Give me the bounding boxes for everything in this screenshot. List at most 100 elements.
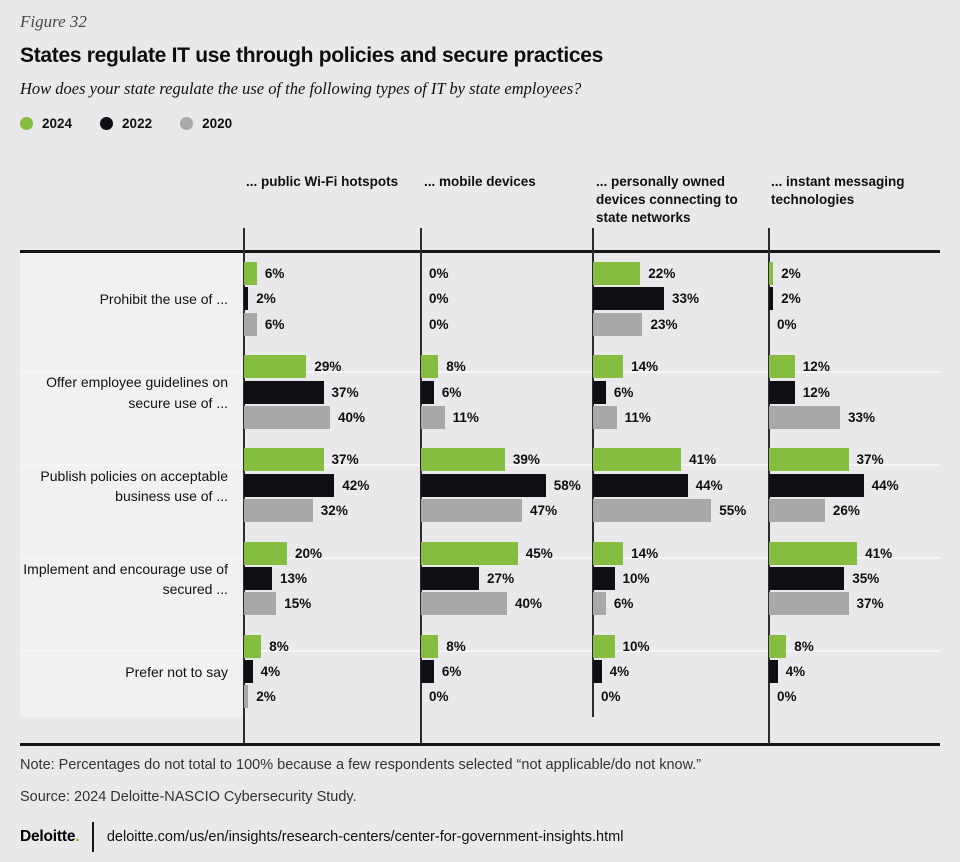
bar-value-label: 2% — [256, 689, 276, 705]
bar-value-label: 8% — [446, 638, 466, 654]
bar-2024 — [593, 634, 615, 658]
bar-2024 — [769, 262, 774, 285]
bar-value-label: 44% — [871, 477, 899, 493]
bar-2022 — [769, 473, 864, 497]
bar-2022 — [593, 380, 606, 404]
bar-value-label: 42% — [342, 477, 370, 493]
bar-2020 — [593, 592, 606, 616]
bar-value-label: 4% — [785, 664, 806, 680]
column-axis-instant-messaging — [768, 228, 770, 744]
bar-2024 — [421, 541, 518, 565]
bar-value-label: 4% — [260, 664, 281, 680]
bar-value-label: 26% — [832, 503, 860, 518]
bar-value-label: 8% — [446, 359, 466, 375]
footer-divider — [92, 822, 94, 852]
bar-2020 — [244, 312, 257, 336]
bar-2022 — [593, 473, 688, 497]
bar-value-label: 6% — [613, 384, 634, 400]
row-label-column-background — [20, 253, 243, 717]
bar-2024 — [421, 355, 439, 379]
legend-dot-2022-icon — [100, 117, 114, 130]
bar-value-label: 33% — [847, 409, 875, 425]
bar-2022 — [244, 287, 249, 311]
bar-2024 — [593, 541, 624, 565]
row-label: Implement and encourage use of secured .… — [23, 560, 228, 598]
bar-2022 — [769, 566, 845, 590]
row-label: Prefer not to say — [125, 664, 228, 681]
bar-2024 — [421, 448, 505, 472]
bar-2020 — [421, 405, 445, 429]
bar-value-label: 0% — [429, 316, 449, 332]
deloitte-logo: Deloitte. — [20, 828, 80, 845]
bar-2024 — [769, 541, 858, 565]
bar-2020 — [769, 592, 849, 616]
bar-value-label: 14% — [631, 545, 659, 561]
bar-2022 — [593, 660, 602, 684]
column-axis-mobile-devices — [420, 228, 422, 744]
column-header-personally-owned: ... personally owned devices connecting … — [596, 174, 738, 225]
bar-value-label: 2% — [781, 291, 801, 307]
bar-value-label: 12% — [802, 384, 830, 400]
column-axis-public-wifi — [243, 228, 245, 744]
chart-top-rule — [20, 250, 940, 253]
column-header-instant-messaging: ... instant messaging technologies — [771, 174, 905, 207]
footnote: Note: Percentages do not total to 100% b… — [20, 757, 702, 773]
row-separator-line — [20, 371, 940, 373]
bar-2024 — [244, 541, 287, 565]
bar-2020 — [244, 405, 330, 429]
bar-value-label: 20% — [295, 545, 323, 561]
bar-2024 — [244, 355, 307, 379]
bar-value-label: 10% — [622, 570, 650, 586]
bar-value-label: 4% — [609, 664, 630, 680]
bar-2020 — [769, 499, 825, 522]
chart-bottom-rule — [20, 743, 940, 746]
bar-2022 — [769, 380, 795, 404]
bar-value-label: 37% — [331, 384, 359, 400]
page-title: States regulate IT use through policies … — [20, 44, 604, 67]
bar-2024 — [593, 262, 641, 285]
bar-2022 — [421, 473, 546, 497]
bar-value-label: 13% — [279, 570, 307, 586]
bar-2020 — [421, 499, 523, 522]
bar-value-label: 47% — [530, 503, 558, 518]
bar-value-label: 11% — [624, 409, 651, 425]
bar-2022 — [593, 287, 664, 311]
column-header-mobile-devices: ... mobile devices — [424, 174, 536, 189]
bar-value-label: 2% — [781, 266, 801, 281]
bar-2022 — [421, 660, 434, 684]
row-label: Offer employee guidelines on secure use … — [46, 374, 228, 411]
bar-value-label: 40% — [338, 409, 366, 425]
legend-dot-2020-icon — [180, 117, 194, 130]
bar-value-label: 33% — [671, 291, 699, 307]
bar-2020 — [244, 592, 277, 616]
bar-2024 — [421, 634, 439, 658]
legend-label: 2020 — [202, 116, 233, 131]
footer-brand-row: Deloitte. deloitte.com/us/en/insights/re… — [20, 821, 623, 853]
bar-2024 — [769, 448, 849, 472]
legend-dot-2024-icon — [20, 117, 33, 130]
bar-value-label: 6% — [613, 596, 634, 612]
bar-value-label: 0% — [601, 689, 621, 705]
bar-value-label: 44% — [695, 477, 723, 493]
bar-2022 — [244, 566, 272, 590]
bar-2022 — [769, 660, 778, 684]
bar-2020 — [769, 405, 840, 429]
bar-value-label: 23% — [650, 316, 678, 332]
bar-value-label: 37% — [856, 596, 884, 612]
bar-2022 — [421, 566, 480, 590]
bar-value-label: 39% — [512, 452, 540, 468]
bar-value-label: 6% — [264, 316, 285, 332]
bar-value-label: 32% — [320, 503, 348, 518]
bar-value-label: 58% — [553, 477, 581, 493]
bar-2020 — [593, 312, 643, 336]
bar-value-label: 6% — [264, 266, 285, 281]
bar-value-label: 41% — [689, 452, 717, 468]
column-axis-personally-owned — [592, 228, 594, 717]
bar-value-label: 10% — [622, 638, 650, 654]
column-header-public-wifi: ... public Wi-Fi hotspots — [246, 174, 399, 189]
bar-value-label: 8% — [269, 638, 289, 654]
bar-value-label: 2% — [256, 291, 276, 307]
footer-url: deloitte.com/us/en/insights/research-cen… — [106, 829, 624, 845]
row-label: Publish policies on acceptable business … — [40, 467, 228, 504]
